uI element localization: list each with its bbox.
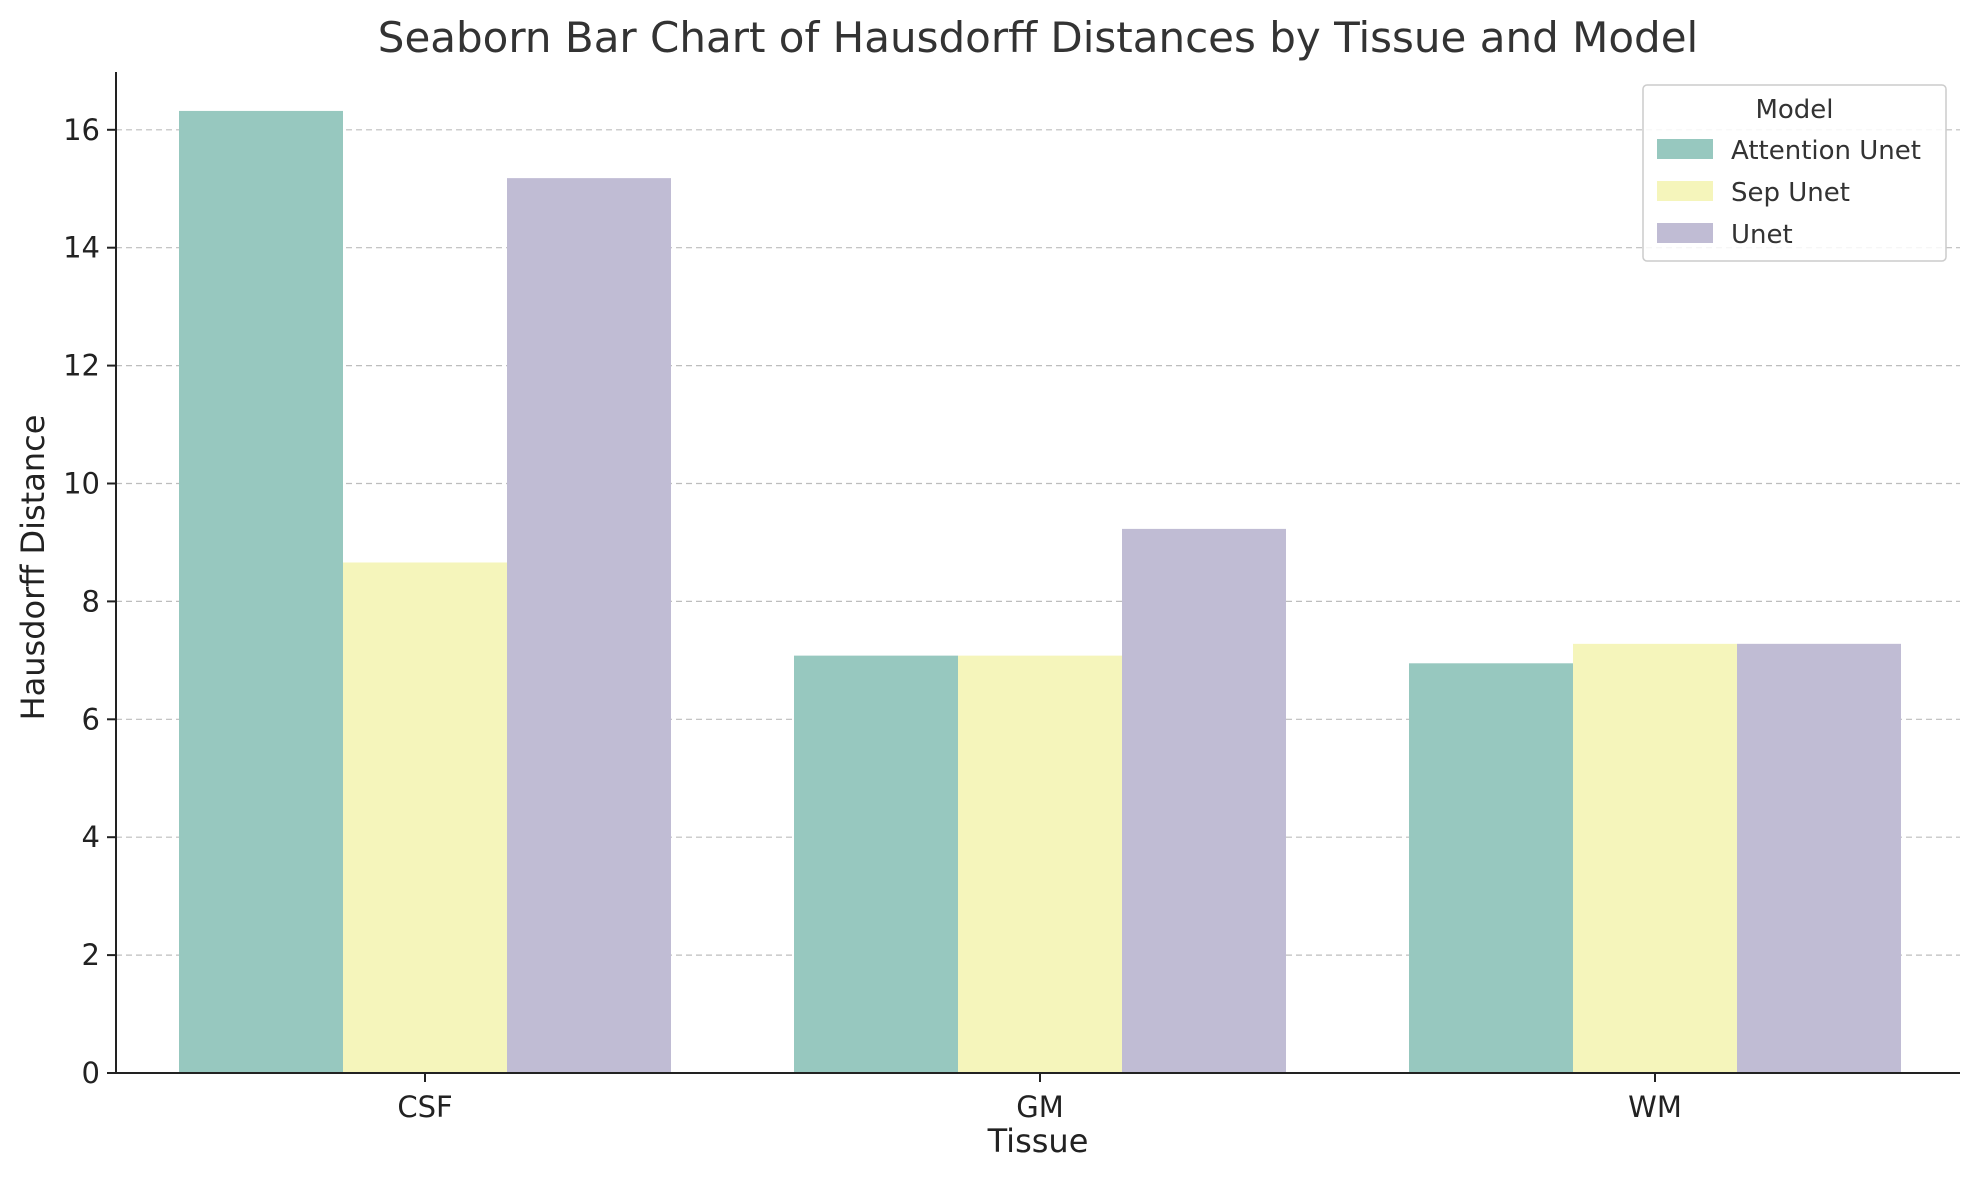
x-tick-label: CSF: [397, 1090, 452, 1124]
chart-title: Seaborn Bar Chart of Hausdorff Distances…: [378, 13, 1698, 62]
bar-csf-unet: [507, 178, 671, 1074]
legend-label: Attention Unet: [1731, 136, 1921, 166]
y-ticks: 0 2 4 6 8 10 12 14 16: [63, 113, 116, 1090]
x-tick-label: GM: [1016, 1090, 1064, 1124]
legend-swatch: [1657, 223, 1713, 243]
y-tick-label: 10: [63, 466, 100, 500]
y-tick-label: 16: [63, 113, 100, 147]
y-tick-label: 8: [82, 584, 100, 618]
x-tick-label: WM: [1628, 1090, 1682, 1124]
legend-title: Model: [1755, 95, 1833, 125]
axes: [115, 72, 1960, 1074]
y-tick-label: 4: [82, 820, 100, 854]
legend-frame: [1642, 84, 1947, 262]
legend: Model Attention Unet Sep Unet Unet: [1642, 84, 1947, 262]
bar-wm-sep-unet: [1573, 643, 1737, 1073]
legend-items: Attention Unet Sep Unet Unet: [1657, 136, 1921, 250]
x-ticks: CSF GM WM: [397, 1073, 1682, 1124]
x-axis-label: Tissue: [987, 1122, 1089, 1160]
legend-label: Sep Unet: [1731, 178, 1850, 208]
bar-csf-attention-unet: [179, 110, 343, 1074]
bar-gm-unet: [1122, 528, 1286, 1073]
bar-wm-attention-unet: [1409, 663, 1573, 1073]
bars: [179, 110, 1901, 1074]
bar-gm-attention-unet: [794, 655, 958, 1073]
legend-swatch: [1657, 139, 1713, 159]
y-tick-label: 14: [63, 231, 100, 265]
y-tick-label: 2: [82, 938, 100, 972]
y-tick-label: 6: [82, 702, 100, 736]
bar-wm-unet: [1737, 643, 1901, 1073]
y-tick-label: 0: [82, 1056, 100, 1090]
y-tick-label: 12: [63, 349, 100, 383]
bar-csf-sep-unet: [343, 562, 507, 1073]
legend-label: Unet: [1731, 220, 1793, 250]
legend-swatch: [1657, 181, 1713, 201]
y-axis-label: Hausdorff Distance: [14, 415, 52, 721]
bar-gm-sep-unet: [958, 655, 1122, 1073]
